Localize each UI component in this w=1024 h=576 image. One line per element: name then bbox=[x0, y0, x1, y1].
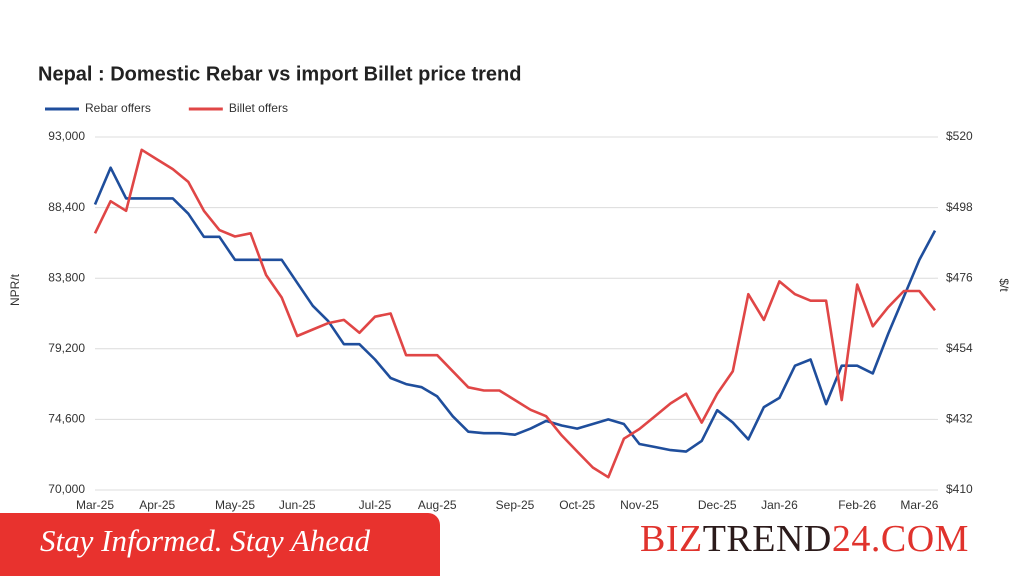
x-tick-label: Jan-26 bbox=[761, 498, 798, 512]
y-tick-label: 74,600 bbox=[48, 412, 85, 426]
x-tick-label: Jul-25 bbox=[359, 498, 392, 512]
x-tick-label: Apr-25 bbox=[139, 498, 175, 512]
y2-tick-label: $432 bbox=[946, 412, 973, 426]
x-tick-label: Aug-25 bbox=[418, 498, 457, 512]
x-tick-label: May-25 bbox=[215, 498, 255, 512]
brand: BIZTREND24.COM bbox=[640, 517, 969, 561]
tagline: Stay Informed. Stay Ahead bbox=[40, 523, 371, 558]
x-tick-label: Sep-25 bbox=[496, 498, 535, 512]
y2-tick-label: $476 bbox=[946, 270, 973, 284]
series-line bbox=[93, 166, 937, 453]
x-tick-label: Dec-25 bbox=[698, 498, 737, 512]
brand-part: TREND bbox=[702, 518, 832, 560]
y-axis-label: NPR/t bbox=[8, 273, 22, 306]
y2-tick-label: $520 bbox=[946, 129, 973, 143]
y-tick-label: 70,000 bbox=[48, 482, 85, 496]
y-tick-label: 83,800 bbox=[48, 270, 85, 284]
brand-part: BIZ bbox=[640, 518, 703, 560]
y-tick-label: 79,200 bbox=[48, 341, 85, 355]
x-tick-label: Nov-25 bbox=[620, 498, 659, 512]
y-tick-label: 93,000 bbox=[48, 129, 85, 143]
x-tick-label: Feb-26 bbox=[838, 498, 876, 512]
chart: Nepal : Domestic Rebar vs import Billet … bbox=[8, 63, 1011, 512]
y2-tick-label: $454 bbox=[946, 341, 973, 355]
y2-tick-label: $410 bbox=[946, 482, 973, 496]
x-tick-label: Mar-25 bbox=[76, 498, 114, 512]
y2-axis-label: $/t bbox=[997, 278, 1011, 292]
x-tick-label: Jun-25 bbox=[279, 498, 316, 512]
tagline-banner: Stay Informed. Stay Ahead bbox=[0, 513, 440, 576]
chart-title: Nepal : Domestic Rebar vs import Billet … bbox=[38, 63, 521, 85]
legend-label: Rebar offers bbox=[85, 101, 151, 115]
x-tick-label: Mar-26 bbox=[900, 498, 938, 512]
legend-label: Billet offers bbox=[229, 101, 288, 115]
series-line bbox=[93, 148, 937, 479]
brand-part: 24.COM bbox=[831, 518, 969, 560]
y2-tick-label: $498 bbox=[946, 200, 973, 214]
y-tick-label: 88,400 bbox=[48, 200, 85, 214]
x-tick-label: Oct-25 bbox=[559, 498, 595, 512]
